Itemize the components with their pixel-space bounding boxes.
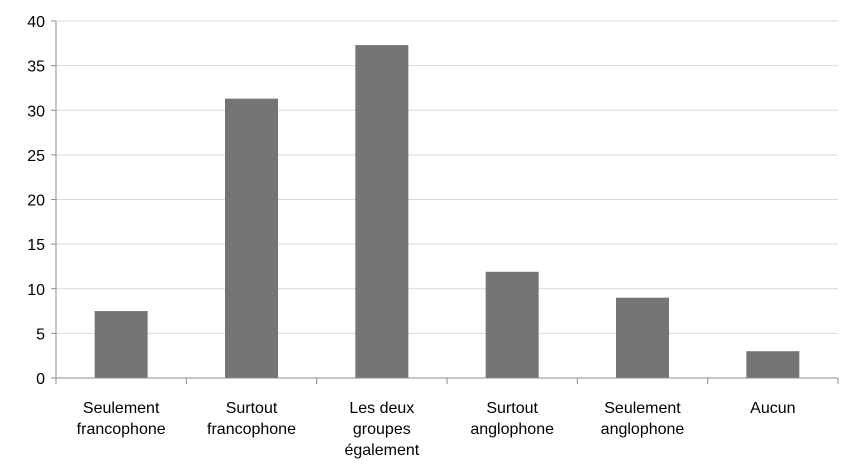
y-tick-label: 40 bbox=[27, 14, 45, 31]
axes bbox=[51, 20, 839, 384]
category-label: Seulement anglophone bbox=[601, 400, 685, 438]
gridlines bbox=[56, 20, 838, 334]
category-label-line: Seulement bbox=[83, 400, 160, 417]
category-label-line: francophone bbox=[77, 421, 166, 438]
category-label-line: Seulement bbox=[604, 400, 681, 417]
y-tick-label: 25 bbox=[27, 148, 45, 165]
bars bbox=[94, 45, 800, 379]
category-label: Seulement francophone bbox=[77, 400, 166, 438]
y-tick-label: 5 bbox=[36, 326, 45, 343]
category-label-line: anglophone bbox=[470, 421, 554, 438]
y-tick-label: 20 bbox=[27, 193, 45, 210]
category-label: Les deux groupes également bbox=[344, 400, 419, 459]
bar bbox=[355, 45, 409, 378]
bar bbox=[225, 98, 278, 379]
bar bbox=[746, 351, 800, 378]
category-labels: Seulement francophone Surtout francophone Le… bbox=[77, 400, 796, 459]
y-tick-label: 10 bbox=[27, 282, 45, 299]
y-tick-label: 0 bbox=[36, 371, 45, 388]
category-label-line: Surtout bbox=[486, 400, 538, 417]
y-tick-label: 35 bbox=[27, 59, 45, 76]
y-tick-label: 15 bbox=[27, 237, 45, 254]
category-label: Surtout anglophone bbox=[470, 400, 554, 438]
category-label-line: francophone bbox=[207, 421, 296, 438]
category-label-line: Aucun bbox=[750, 400, 795, 417]
category-label-line: Les deux bbox=[349, 400, 414, 417]
category-label-line: également bbox=[344, 442, 419, 459]
y-tick-label: 30 bbox=[27, 103, 45, 120]
category-label-line: groupes bbox=[353, 421, 411, 438]
bar bbox=[94, 311, 148, 378]
y-tick-labels: 0 5 10 15 20 25 30 35 40 bbox=[27, 14, 45, 388]
category-label: Aucun bbox=[750, 400, 795, 417]
category-label: Surtout francophone bbox=[207, 400, 296, 438]
bar bbox=[616, 297, 669, 378]
bar bbox=[485, 271, 539, 378]
category-label-line: Surtout bbox=[226, 400, 278, 417]
category-label-line: anglophone bbox=[601, 421, 685, 438]
